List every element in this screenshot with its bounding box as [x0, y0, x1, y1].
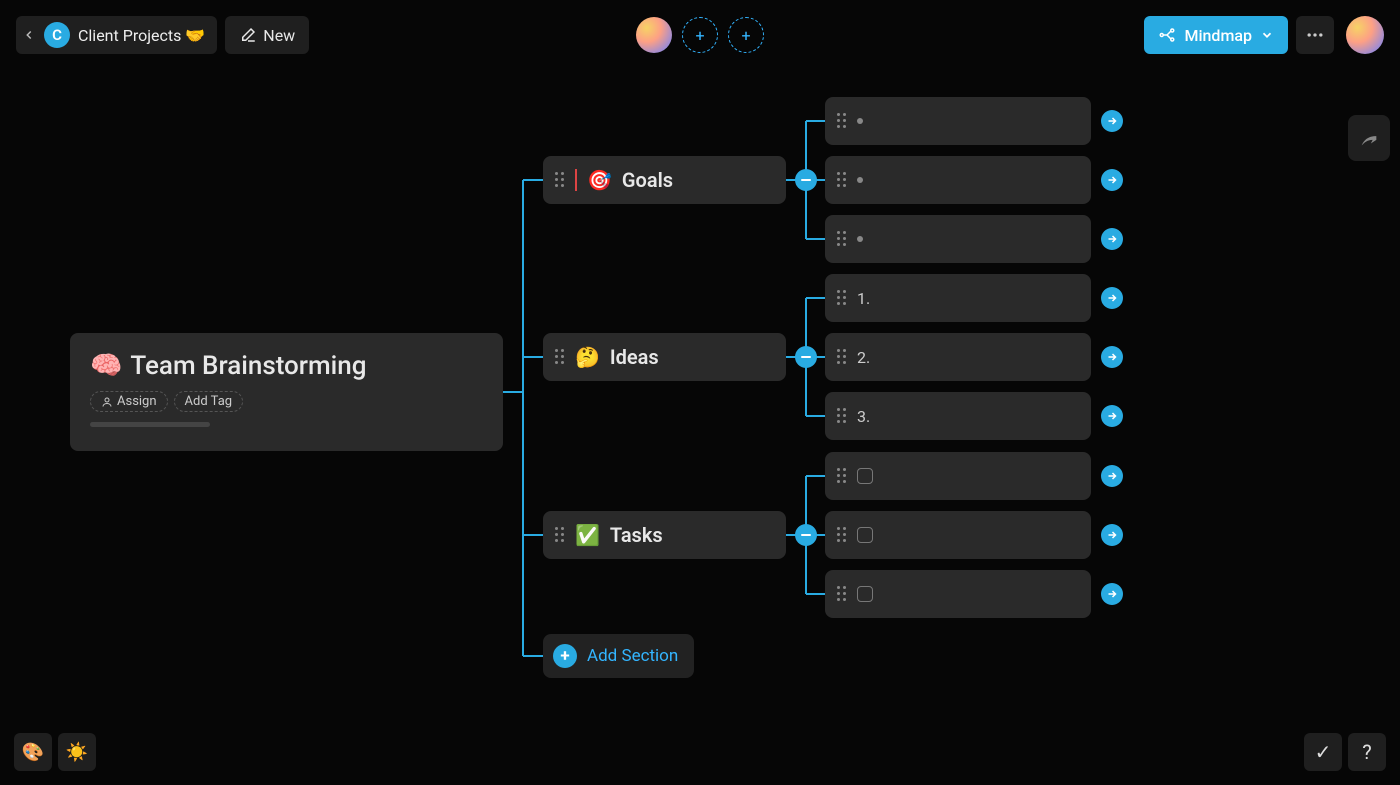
drag-handle-icon[interactable] — [555, 349, 565, 365]
drag-handle-icon[interactable] — [555, 172, 565, 188]
breadcrumb[interactable]: C Client Projects 🤝 — [16, 16, 217, 54]
drag-handle-icon[interactable] — [837, 527, 847, 543]
leaf-tasks-2[interactable] — [825, 511, 1091, 559]
drag-handle-icon[interactable] — [837, 408, 847, 424]
section-tasks[interactable]: ✅ Tasks — [543, 511, 786, 559]
section-emoji: ✅ — [575, 523, 600, 547]
text-cursor — [575, 169, 577, 191]
expand-arrow[interactable] — [1101, 465, 1123, 487]
plus-icon: + — [553, 644, 577, 668]
section-emoji: 🎯 — [587, 168, 612, 192]
drag-handle-icon[interactable] — [837, 586, 847, 602]
progress-bar — [90, 422, 210, 427]
leaf-ideas-3[interactable]: 3. — [825, 392, 1091, 440]
checkbox[interactable] — [857, 527, 873, 543]
section-title: Ideas — [610, 345, 659, 369]
drag-handle-icon[interactable] — [837, 290, 847, 306]
section-title: Goals — [622, 168, 673, 192]
add-tag-chip[interactable]: Add Tag — [174, 391, 244, 412]
dots-icon — [1305, 25, 1325, 45]
leaf-ideas-1[interactable]: 1. — [825, 274, 1091, 322]
bullet-icon — [857, 177, 863, 183]
expand-arrow[interactable] — [1101, 169, 1123, 191]
chevron-down-icon — [1260, 28, 1274, 42]
checkbox[interactable] — [857, 586, 873, 602]
add-collaborator-button[interactable]: + — [682, 17, 718, 53]
section-title: Tasks — [610, 523, 663, 547]
section-emoji: 🤔 — [575, 345, 600, 369]
leaf-tasks-3[interactable] — [825, 570, 1091, 618]
collapse-tasks[interactable] — [795, 524, 817, 546]
new-doc-icon — [239, 26, 257, 44]
checkbox[interactable] — [857, 468, 873, 484]
brightness-button[interactable]: ☀️ — [58, 733, 96, 771]
help-button[interactable]: ? — [1348, 733, 1386, 771]
root-node[interactable]: 🧠 Team Brainstorming Assign Add Tag — [70, 333, 503, 451]
section-goals[interactable]: 🎯 Goals — [543, 156, 786, 204]
bullet-icon — [857, 118, 863, 124]
drag-handle-icon[interactable] — [837, 113, 847, 129]
new-button[interactable]: New — [225, 16, 309, 54]
collapse-goals[interactable] — [795, 169, 817, 191]
project-name: Client Projects 🤝 — [78, 26, 205, 45]
leaf-ideas-2[interactable]: 2. — [825, 333, 1091, 381]
project-badge: C — [44, 22, 70, 48]
leaf-tasks-1[interactable] — [825, 452, 1091, 500]
root-emoji: 🧠 — [90, 351, 122, 381]
expand-arrow[interactable] — [1101, 583, 1123, 605]
drag-handle-icon[interactable] — [837, 172, 847, 188]
expand-arrow[interactable] — [1101, 228, 1123, 250]
theme-palette-button[interactable]: 🎨 — [14, 733, 52, 771]
drag-handle-icon[interactable] — [555, 527, 565, 543]
expand-arrow[interactable] — [1101, 405, 1123, 427]
done-button[interactable]: ✓ — [1304, 733, 1342, 771]
collaborator-avatar[interactable] — [636, 17, 672, 53]
drag-handle-icon[interactable] — [837, 349, 847, 365]
view-switcher[interactable]: Mindmap — [1144, 16, 1288, 54]
add-section-button[interactable]: + Add Section — [543, 634, 694, 678]
root-title[interactable]: 🧠 Team Brainstorming — [90, 351, 483, 381]
add-collaborator-button[interactable]: + — [728, 17, 764, 53]
mindmap-icon — [1158, 26, 1176, 44]
drag-handle-icon[interactable] — [837, 231, 847, 247]
leaf-goals-3[interactable] — [825, 215, 1091, 263]
topbar: C Client Projects 🤝 New + + Mindmap — [0, 0, 1400, 70]
expand-arrow[interactable] — [1101, 110, 1123, 132]
expand-arrow[interactable] — [1101, 287, 1123, 309]
drag-handle-icon[interactable] — [837, 468, 847, 484]
right-panel-toggle[interactable] — [1348, 115, 1390, 161]
more-menu-button[interactable] — [1296, 16, 1334, 54]
chevron-left-icon — [22, 28, 36, 42]
user-avatar[interactable] — [1346, 16, 1384, 54]
bullet-icon — [857, 236, 863, 242]
leaf-goals-1[interactable] — [825, 97, 1091, 145]
expand-arrow[interactable] — [1101, 524, 1123, 546]
root-title-text: Team Brainstorming — [130, 351, 366, 381]
leaf-goals-2[interactable] — [825, 156, 1091, 204]
collapse-ideas[interactable] — [795, 346, 817, 368]
expand-arrow[interactable] — [1101, 346, 1123, 368]
assign-chip[interactable]: Assign — [90, 391, 168, 412]
section-ideas[interactable]: 🤔 Ideas — [543, 333, 786, 381]
